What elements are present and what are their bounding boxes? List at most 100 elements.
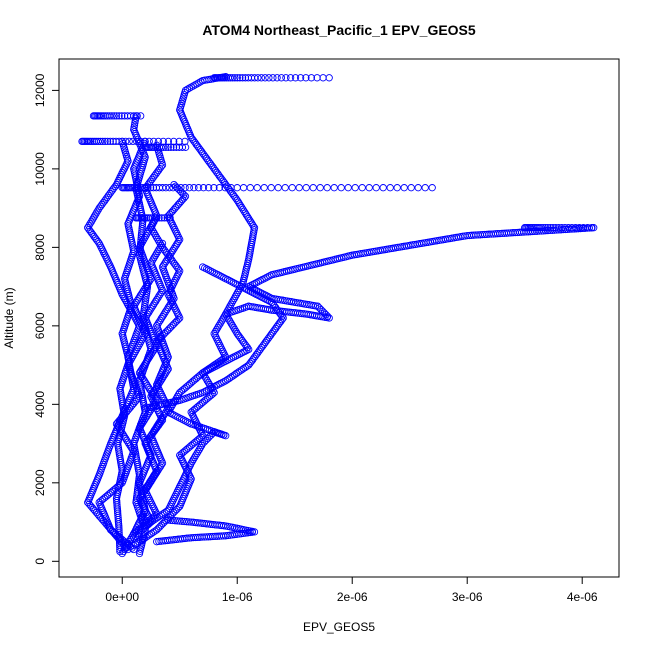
data-point bbox=[196, 443, 205, 452]
data-point bbox=[179, 416, 188, 424]
data-point bbox=[176, 414, 184, 422]
data-point bbox=[216, 357, 225, 365]
data-point bbox=[231, 280, 239, 288]
data-point bbox=[166, 404, 175, 412]
data-point bbox=[222, 275, 230, 283]
data-point bbox=[564, 224, 573, 232]
data-point bbox=[164, 516, 172, 524]
data-point bbox=[147, 259, 155, 267]
data-point bbox=[88, 137, 96, 146]
data-point bbox=[295, 184, 303, 192]
data-point bbox=[159, 261, 168, 269]
data-point bbox=[133, 112, 141, 120]
data-point bbox=[162, 307, 170, 315]
data-point bbox=[193, 80, 201, 88]
data-point bbox=[531, 224, 539, 232]
data-point bbox=[150, 471, 159, 479]
data-point bbox=[231, 352, 239, 360]
data-point bbox=[187, 459, 195, 467]
data-point bbox=[193, 449, 201, 458]
data-point bbox=[171, 243, 179, 251]
data-point bbox=[138, 372, 146, 381]
data-point bbox=[188, 457, 197, 465]
data-point bbox=[319, 74, 327, 82]
data-point bbox=[421, 184, 429, 192]
data-point bbox=[242, 211, 251, 219]
data-point bbox=[145, 308, 153, 317]
data-point bbox=[116, 173, 124, 181]
data-point bbox=[257, 74, 266, 82]
data-point bbox=[186, 473, 194, 481]
data-point bbox=[233, 330, 241, 338]
data-point bbox=[128, 445, 137, 454]
data-point bbox=[132, 298, 140, 307]
data-point bbox=[218, 379, 226, 387]
data-point bbox=[141, 314, 149, 322]
data-point bbox=[351, 184, 359, 192]
data-point bbox=[86, 220, 94, 228]
data-point bbox=[189, 82, 197, 90]
data-point bbox=[172, 412, 180, 420]
data-point bbox=[155, 245, 163, 253]
data-point bbox=[174, 315, 182, 324]
data-point bbox=[170, 260, 179, 268]
data-point bbox=[237, 202, 245, 210]
data-point bbox=[337, 184, 345, 192]
data-point bbox=[232, 328, 240, 336]
data-point bbox=[199, 263, 207, 271]
data-point bbox=[161, 309, 169, 317]
data-point bbox=[149, 255, 157, 263]
data-point bbox=[220, 274, 228, 282]
x-tick-label: 1e-06 bbox=[222, 590, 253, 604]
data-point bbox=[106, 261, 114, 269]
data-point bbox=[231, 326, 239, 334]
data-point bbox=[250, 280, 259, 288]
data-point bbox=[156, 243, 164, 252]
data-point bbox=[159, 510, 167, 518]
data-point bbox=[165, 184, 174, 192]
data-point bbox=[212, 382, 220, 390]
data-point bbox=[575, 224, 584, 232]
data-point bbox=[212, 362, 220, 370]
data-point bbox=[393, 184, 401, 192]
data-point bbox=[144, 184, 152, 192]
data-point bbox=[148, 389, 156, 397]
data-point bbox=[261, 74, 269, 82]
data-point bbox=[233, 288, 242, 297]
data-point bbox=[121, 296, 130, 304]
data-point bbox=[238, 203, 246, 212]
data-point bbox=[227, 300, 235, 308]
data-point bbox=[171, 277, 179, 285]
data-point bbox=[157, 461, 165, 469]
data-point bbox=[149, 391, 157, 399]
data-point bbox=[134, 520, 143, 528]
data-point bbox=[158, 374, 167, 382]
data-point bbox=[544, 224, 552, 232]
data-point bbox=[224, 314, 232, 322]
data-point bbox=[94, 137, 102, 146]
data-point bbox=[115, 112, 123, 120]
data-point bbox=[316, 184, 324, 192]
data-point bbox=[215, 322, 223, 330]
data-point bbox=[169, 516, 177, 525]
data-point bbox=[228, 74, 237, 82]
data-point bbox=[202, 375, 210, 383]
data-point bbox=[262, 295, 270, 304]
data-point bbox=[157, 241, 165, 250]
data-point bbox=[154, 235, 162, 244]
data-point bbox=[142, 533, 150, 541]
data-point bbox=[268, 298, 276, 306]
data-point bbox=[153, 249, 161, 257]
data-point bbox=[143, 482, 152, 490]
data-point bbox=[302, 74, 310, 82]
data-point bbox=[183, 85, 192, 93]
data-point bbox=[266, 297, 274, 305]
data-point bbox=[407, 184, 415, 192]
data-point bbox=[233, 184, 241, 192]
data-point bbox=[323, 184, 331, 192]
data-point bbox=[227, 320, 236, 328]
data-point bbox=[247, 218, 255, 226]
data-point bbox=[139, 184, 147, 192]
data-point bbox=[84, 224, 92, 232]
data-point bbox=[245, 214, 253, 223]
